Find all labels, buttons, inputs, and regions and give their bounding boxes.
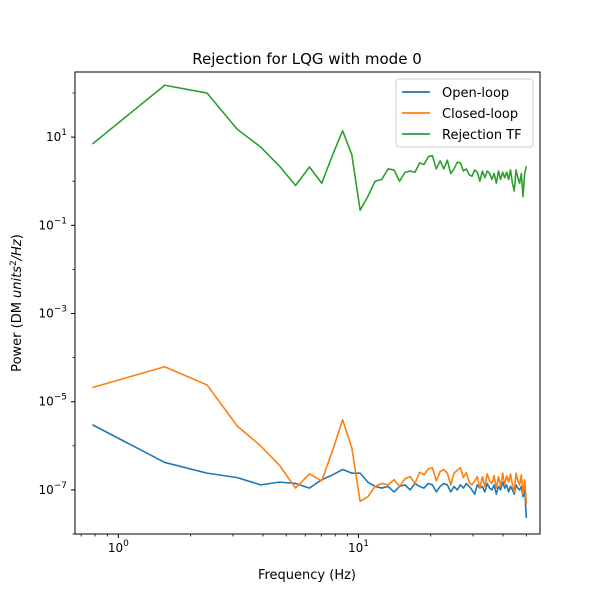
y-tick-label: 10−7 [38, 481, 67, 497]
chart-title: Rejection for LQG with mode 0 [192, 50, 422, 68]
legend-box [395, 78, 534, 148]
y-tick-label: 101 [46, 128, 67, 144]
y-axis-label: Power (DM units2/Hz) [9, 234, 25, 372]
y-tick-label: 10−5 [38, 393, 67, 409]
legend-label: Rejection TF [442, 128, 522, 143]
y-tick-label: 10−3 [38, 305, 67, 321]
x-axis-label: Frequency (Hz) [258, 568, 356, 583]
series-line-0 [92, 424, 528, 519]
tick-layer: 100 101 101 10−1 10−3 10−5 10−7 [38, 92, 527, 555]
plot-frame [74, 71, 541, 535]
legend: Open-loop Closed-loop Rejection TF [395, 78, 534, 148]
series-line-1 [92, 365, 528, 504]
legend-label: Closed-loop [442, 107, 518, 122]
x-tick-label: 101 [348, 539, 369, 555]
series-layer [91, 84, 528, 519]
x-tick-label: 100 [108, 539, 129, 555]
series-line-2 [91, 84, 528, 212]
y-tick-label: 10−1 [38, 216, 67, 232]
y-axis-label-text: Power (DM units2/Hz) [9, 234, 25, 372]
legend-label: Open-loop [442, 86, 509, 101]
